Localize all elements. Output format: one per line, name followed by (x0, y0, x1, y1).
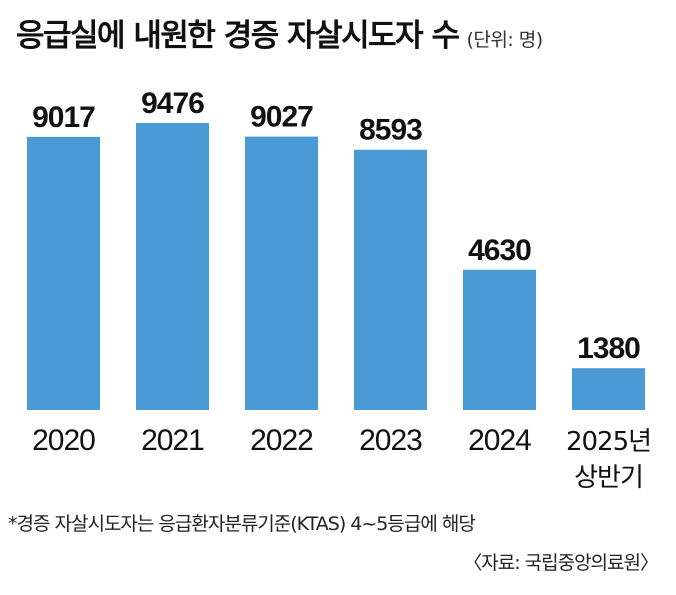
unit-label: (단위: 명) (466, 29, 543, 51)
chart-title: 응급실에 내원한 경증 자살시도자 수 (16, 18, 460, 54)
bar-4 (463, 269, 536, 410)
source-note: 〈자료: 국립중앙의료원〉 (463, 552, 659, 574)
bar-value-label-2: 9027 (250, 101, 313, 134)
footnote: *경증 자살시도자는 응급환자분류기준(KTAS) 4~5등급에 해당 (8, 513, 476, 535)
bar-value-label-3: 8593 (359, 114, 422, 147)
bar-0 (27, 136, 100, 411)
x-tick-label-0: 2020 (32, 424, 95, 457)
x-tick-label-5-line1: 상반기 (574, 463, 643, 493)
bar-value-label-5: 1380 (577, 332, 640, 365)
bar-2 (245, 136, 318, 410)
bar-value-label-4: 4630 (468, 234, 531, 267)
x-tick-label-4: 2024 (468, 424, 531, 457)
x-tick-label-2: 2022 (250, 424, 313, 457)
x-tick-label-1: 2021 (141, 424, 204, 457)
bar-1 (136, 123, 209, 410)
title-row: 응급실에 내원한 경증 자살시도자 수 (단위: 명) (16, 10, 543, 55)
bar-3 (354, 149, 427, 410)
x-tick-label-3: 2023 (359, 424, 422, 457)
x-tick-label-5: 2025년 (566, 427, 651, 457)
bar-chart: 9017 2020 9476 2021 9027 2022 8593 2023 4630 2024… (27, 87, 652, 493)
bar-value-label-0: 9017 (32, 101, 95, 134)
bar-5 (572, 368, 645, 410)
bar-value-label-1: 9476 (141, 87, 204, 120)
